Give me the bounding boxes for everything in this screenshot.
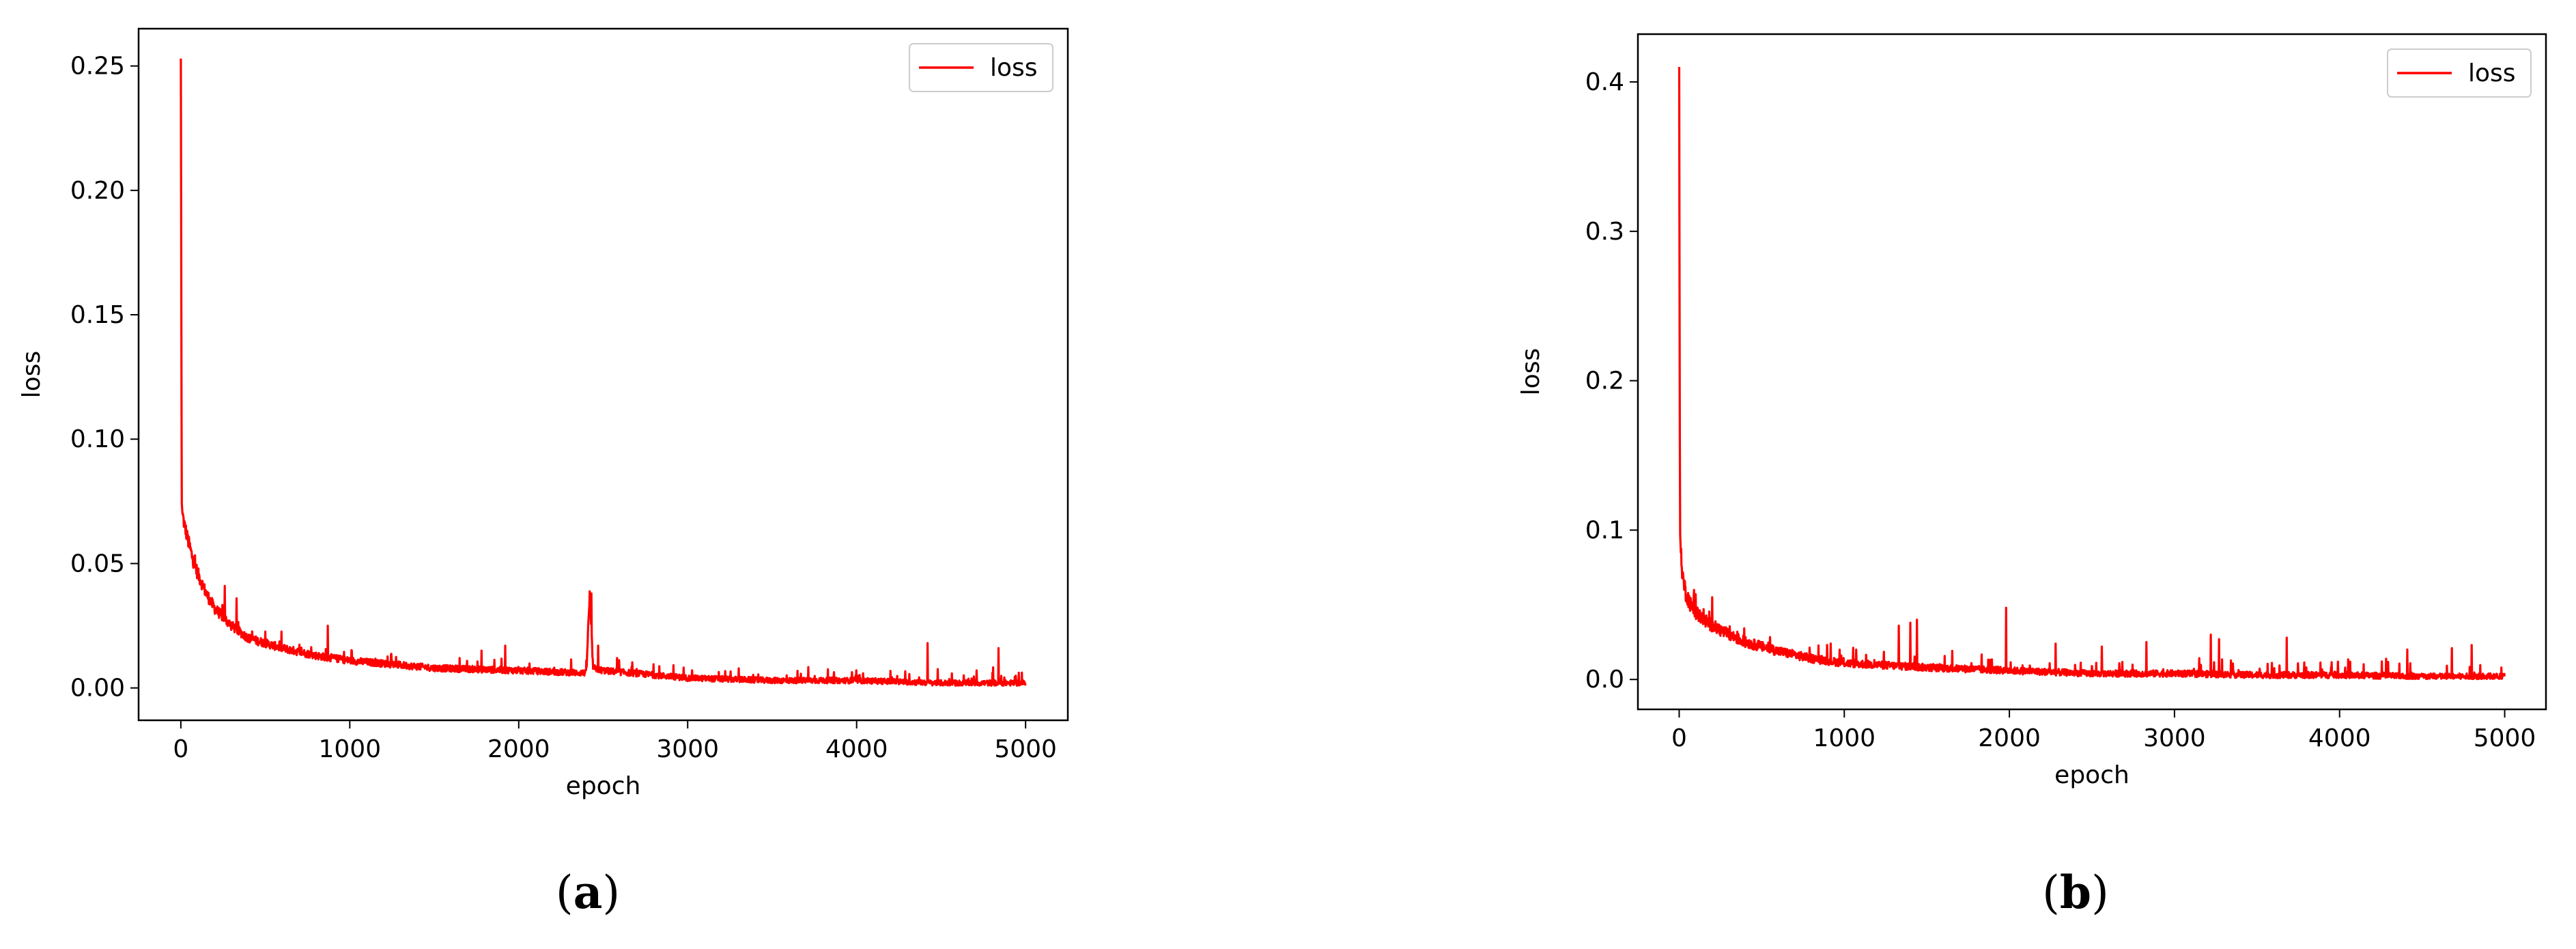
legend-label: loss (2468, 59, 2516, 87)
y-tick-label: 0.10 (70, 425, 125, 453)
legend-box (909, 43, 1053, 92)
y-tick-label: 0.4 (1585, 68, 1624, 96)
y-axis-label: loss (1517, 348, 1545, 396)
y-tick-label: 0.05 (70, 550, 125, 578)
y-axis-label: loss (18, 351, 46, 399)
x-tick-label: 0 (173, 735, 188, 763)
x-tick-label: 3000 (656, 735, 719, 763)
x-tick-label: 2000 (487, 735, 550, 763)
chart-panel-b: 0 1000 2000 3000 4000 5000 0.0 0.1 0.2 0.3 0.4 epoc… (1517, 33, 2547, 919)
x-tick-label: 1000 (319, 735, 382, 763)
x-tick-label: 5000 (994, 735, 1057, 763)
x-tick-label: 5000 (2474, 724, 2536, 752)
x-tick-label: 2000 (1978, 724, 2041, 752)
x-tick-label: 4000 (2308, 724, 2371, 752)
legend-box (2387, 48, 2532, 98)
series-line-loss (180, 58, 1027, 688)
y-tick-label: 0.25 (70, 53, 125, 81)
x-tick-label: 0 (1671, 724, 1687, 752)
y-tick-label: 0.2 (1585, 367, 1624, 395)
panel-label: (a) (556, 866, 620, 919)
x-axis-label: epoch (566, 772, 641, 800)
y-tick-label: 0.3 (1585, 218, 1624, 246)
y-tick-label: 0.1 (1585, 516, 1624, 544)
legend-label: loss (990, 54, 1038, 82)
y-tick-label: 0.0 (1585, 666, 1624, 694)
x-axis-label: epoch (2054, 761, 2129, 789)
y-tick-label: 0.00 (70, 675, 125, 703)
x-tick-label: 4000 (825, 735, 888, 763)
panel-label: (b) (2042, 866, 2109, 919)
x-tick-label: 1000 (1813, 724, 1876, 752)
chart-panel-a: 0 1000 2000 3000 4000 5000 0.00 0.05 0.10 0.15 0.2… (18, 27, 1069, 919)
series-line-loss (1678, 67, 2506, 681)
y-tick-label: 0.15 (70, 301, 125, 329)
plot-frame (137, 27, 1069, 722)
x-tick-label: 3000 (2143, 724, 2206, 752)
plot-frame (1637, 33, 2547, 711)
y-tick-label: 0.20 (70, 177, 125, 205)
